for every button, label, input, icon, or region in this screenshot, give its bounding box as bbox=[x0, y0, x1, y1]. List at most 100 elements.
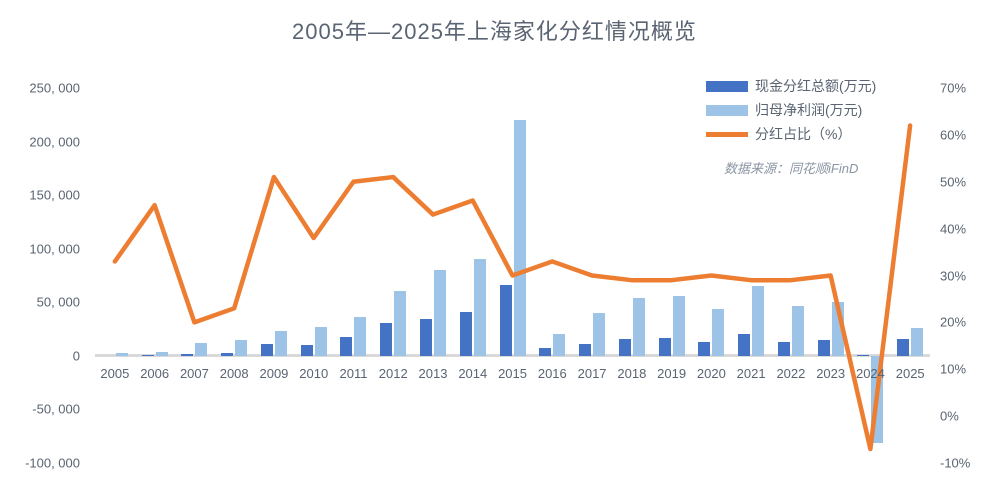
bar-group[interactable] bbox=[493, 88, 533, 463]
x-axis-tick: 2018 bbox=[617, 366, 647, 381]
chart-legend: 现金分红总额(万元) 归母净利润(万元) 分红占比（%） bbox=[706, 74, 936, 146]
bar-group[interactable] bbox=[453, 88, 493, 463]
x-axis-tick: 2017 bbox=[577, 366, 607, 381]
bar-group[interactable] bbox=[373, 88, 413, 463]
bar-cash-dividend[interactable] bbox=[380, 322, 393, 356]
bar-cash-dividend[interactable] bbox=[698, 341, 711, 356]
legend-swatch-icon bbox=[706, 131, 748, 137]
y-right-tick: 40% bbox=[940, 221, 967, 237]
chart-title: 2005年—2025年上海家化分红情况概览 bbox=[292, 19, 697, 44]
y-right-tick: 60% bbox=[940, 127, 967, 143]
bar-cash-dividend[interactable] bbox=[579, 344, 592, 356]
bar-net-profit[interactable] bbox=[593, 313, 606, 356]
bar-cash-dividend[interactable] bbox=[141, 354, 154, 356]
bar-net-profit[interactable] bbox=[752, 286, 765, 356]
bar-group[interactable] bbox=[175, 88, 215, 463]
x-axis-tick: 2025 bbox=[895, 366, 925, 381]
bar-cash-dividend[interactable] bbox=[420, 318, 433, 356]
bar-cash-dividend[interactable] bbox=[817, 339, 830, 356]
x-axis-tick: 2024 bbox=[855, 366, 885, 381]
y-right-tick: 50% bbox=[940, 174, 967, 190]
y-left-tick: -50, 000 bbox=[32, 401, 80, 417]
legend-swatch-icon bbox=[706, 104, 748, 116]
bar-cash-dividend[interactable] bbox=[618, 338, 631, 356]
bar-cash-dividend[interactable] bbox=[897, 338, 910, 356]
x-axis-tick: 2013 bbox=[418, 366, 448, 381]
bar-net-profit[interactable] bbox=[155, 352, 168, 356]
y-axis-left-labels: 250, 000 200, 000 150, 000 100, 000 50, 000 0… bbox=[0, 81, 88, 471]
bar-cash-dividend[interactable] bbox=[221, 352, 234, 356]
bar-cash-dividend[interactable] bbox=[340, 336, 353, 356]
y-left-tick: 150, 000 bbox=[29, 187, 80, 203]
bar-net-profit[interactable] bbox=[831, 302, 844, 356]
y-right-tick: 0% bbox=[940, 408, 959, 424]
legend-label: 现金分红总额(万元) bbox=[755, 78, 877, 94]
bar-cash-dividend[interactable] bbox=[459, 311, 472, 356]
y-right-tick: 20% bbox=[940, 314, 967, 330]
bar-group[interactable] bbox=[612, 88, 652, 463]
bar-cash-dividend[interactable] bbox=[300, 345, 313, 356]
bar-net-profit[interactable] bbox=[394, 290, 407, 356]
y-left-tick: 250, 000 bbox=[29, 80, 80, 96]
x-axis-labels: 2005 2006 2007 2008 2009 2010 2011 2012 2013 2014… bbox=[95, 366, 930, 390]
x-axis-tick: 2014 bbox=[458, 366, 488, 381]
bar-group[interactable] bbox=[254, 88, 294, 463]
bar-net-profit[interactable] bbox=[791, 305, 804, 356]
legend-item[interactable]: 分红占比（%） bbox=[706, 122, 936, 146]
bar-cash-dividend[interactable] bbox=[777, 341, 790, 356]
bar-group[interactable] bbox=[294, 88, 334, 463]
bar-net-profit[interactable] bbox=[235, 339, 248, 356]
bar-cash-dividend[interactable] bbox=[499, 285, 512, 356]
bar-cash-dividend[interactable] bbox=[857, 354, 870, 356]
bar-cash-dividend[interactable] bbox=[658, 338, 671, 356]
bar-group[interactable] bbox=[532, 88, 572, 463]
bar-net-profit[interactable] bbox=[473, 259, 486, 356]
y-axis-right-labels: 70% 60% 50% 40% 30% 20% 10% 0% -10% bbox=[936, 81, 989, 471]
x-axis-tick: 2016 bbox=[537, 366, 567, 381]
x-axis-tick: 2023 bbox=[816, 366, 846, 381]
x-axis-tick: 2010 bbox=[299, 366, 329, 381]
bar-net-profit[interactable] bbox=[513, 120, 526, 356]
x-axis-tick: 2021 bbox=[736, 366, 766, 381]
bar-net-profit[interactable] bbox=[115, 352, 128, 356]
y-left-tick: 200, 000 bbox=[29, 134, 80, 150]
legend-label: 分红占比（%） bbox=[755, 126, 852, 142]
legend-item[interactable]: 归母净利润(万元) bbox=[706, 98, 936, 122]
bar-group[interactable] bbox=[135, 88, 175, 463]
x-axis-tick: 2019 bbox=[657, 366, 687, 381]
x-axis-tick: 2009 bbox=[259, 366, 289, 381]
bar-group[interactable] bbox=[652, 88, 692, 463]
bar-net-profit[interactable] bbox=[632, 298, 645, 356]
bar-net-profit[interactable] bbox=[354, 317, 367, 356]
x-axis-tick: 2015 bbox=[498, 366, 527, 381]
bar-cash-dividend[interactable] bbox=[539, 348, 552, 356]
bar-net-profit[interactable] bbox=[911, 328, 924, 356]
bar-net-profit[interactable] bbox=[434, 270, 446, 356]
bar-cash-dividend[interactable] bbox=[260, 343, 273, 356]
bar-net-profit[interactable] bbox=[672, 295, 685, 356]
bar-net-profit[interactable] bbox=[314, 326, 327, 356]
bar-net-profit[interactable] bbox=[274, 330, 287, 356]
bar-group[interactable] bbox=[572, 88, 612, 463]
x-axis-tick: 2011 bbox=[339, 366, 368, 381]
bar-net-profit[interactable] bbox=[195, 343, 208, 356]
x-axis-tick: 2005 bbox=[100, 366, 130, 381]
y-left-tick: 50, 000 bbox=[36, 294, 80, 310]
x-axis-tick: 2008 bbox=[219, 366, 249, 381]
y-left-tick: 100, 000 bbox=[29, 241, 80, 257]
y-right-tick: -10% bbox=[940, 455, 971, 471]
bar-cash-dividend[interactable] bbox=[738, 334, 751, 356]
legend-item[interactable]: 现金分红总额(万元) bbox=[706, 74, 936, 98]
bar-net-profit[interactable] bbox=[553, 334, 566, 356]
y-right-tick: 70% bbox=[940, 80, 967, 96]
bar-group[interactable] bbox=[214, 88, 254, 463]
data-source-note: 数据来源：同花顺iFinD bbox=[724, 161, 859, 176]
bar-group[interactable] bbox=[334, 88, 374, 463]
legend-label: 归母净利润(万元) bbox=[755, 102, 863, 118]
y-left-tick: -100, 000 bbox=[25, 455, 80, 471]
bar-cash-dividend[interactable] bbox=[181, 353, 194, 356]
bar-group[interactable] bbox=[413, 88, 453, 463]
bar-group[interactable] bbox=[95, 88, 135, 463]
bar-net-profit[interactable] bbox=[712, 308, 725, 356]
